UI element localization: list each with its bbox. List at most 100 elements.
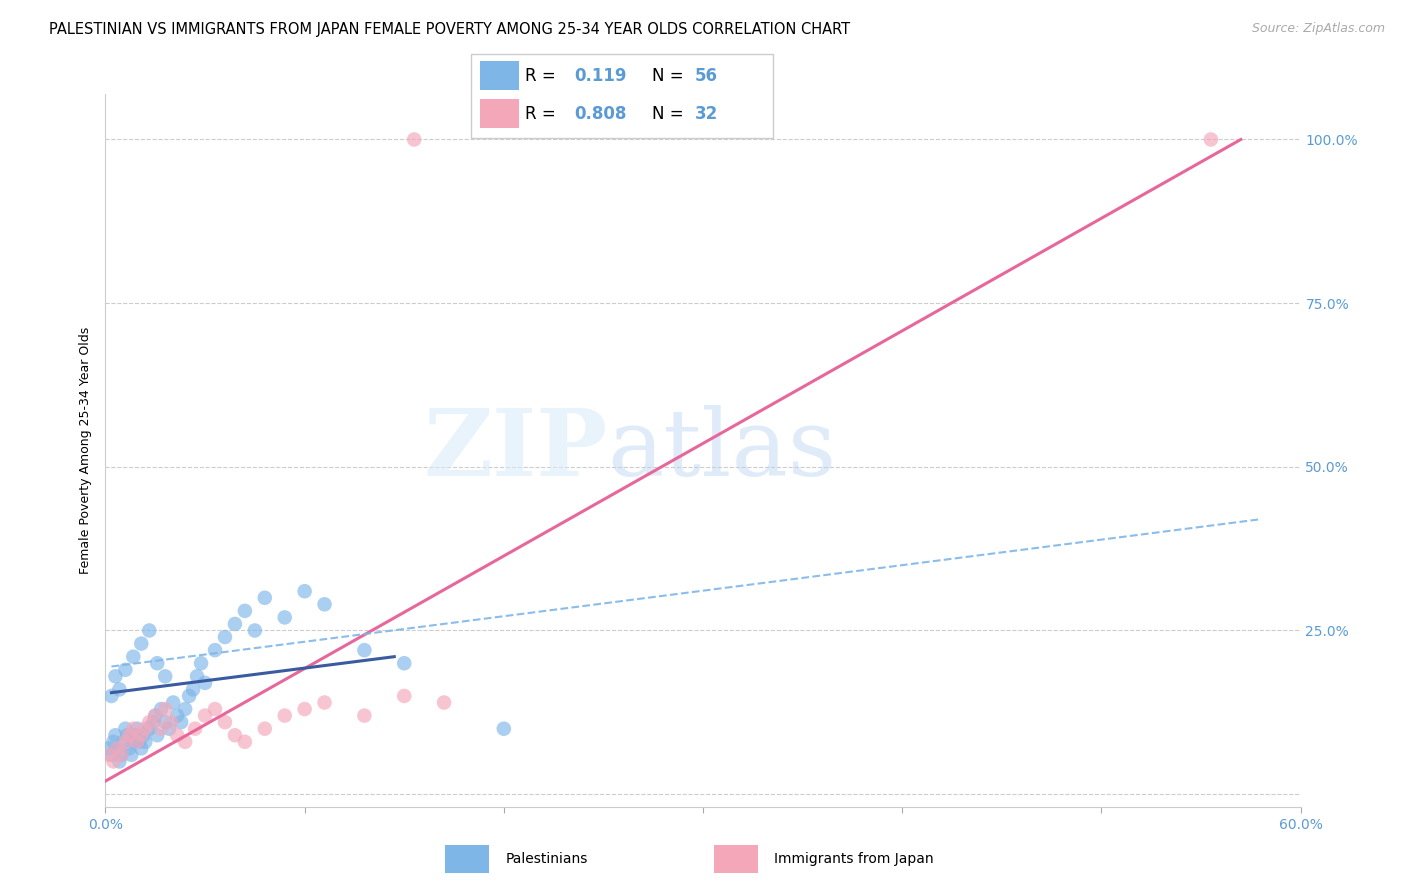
Point [118, 728, 141, 742]
Point [129, 637, 153, 651]
Point [392, 657, 416, 671]
Point [127, 722, 149, 736]
FancyBboxPatch shape [714, 845, 758, 872]
Point [142, 715, 165, 730]
Point [253, 722, 276, 736]
Text: N =: N = [652, 104, 689, 123]
Point [166, 708, 188, 723]
Text: Immigrants from Japan: Immigrants from Japan [775, 852, 934, 865]
Point [177, 689, 201, 703]
Point [134, 735, 156, 749]
Point [233, 735, 256, 749]
Point [273, 610, 295, 624]
Point [224, 728, 246, 742]
Point [107, 741, 129, 756]
Text: 56: 56 [695, 67, 717, 85]
Point [184, 722, 207, 736]
Point [181, 682, 204, 697]
Point [243, 624, 266, 638]
Point [103, 755, 125, 769]
Point [150, 702, 173, 716]
Point [190, 657, 212, 671]
Point [127, 735, 149, 749]
Text: 0.119: 0.119 [574, 67, 626, 85]
Point [114, 722, 136, 736]
Text: PALESTINIAN VS IMMIGRANTS FROM JAPAN FEMALE POVERTY AMONG 25-34 YEAR OLDS CORREL: PALESTINIAN VS IMMIGRANTS FROM JAPAN FEM… [49, 22, 851, 37]
Point [194, 708, 217, 723]
Point [104, 669, 127, 683]
Point [253, 591, 276, 605]
Point [170, 715, 193, 730]
Point [153, 715, 177, 730]
Point [1199, 132, 1222, 146]
Point [146, 657, 169, 671]
Point [214, 630, 236, 644]
Point [120, 747, 142, 762]
Point [138, 722, 160, 736]
Point [353, 708, 375, 723]
Point [103, 735, 125, 749]
Point [122, 722, 145, 736]
Text: R =: R = [526, 104, 561, 123]
Point [118, 741, 141, 756]
Point [132, 728, 155, 742]
Point [134, 722, 156, 736]
Point [98, 747, 121, 762]
Point [104, 728, 127, 742]
Point [128, 735, 150, 749]
Point [224, 616, 246, 631]
Point [204, 702, 226, 716]
Point [166, 728, 188, 742]
Text: 0.808: 0.808 [574, 104, 626, 123]
Point [108, 755, 131, 769]
Point [150, 722, 173, 736]
Point [108, 682, 131, 697]
FancyBboxPatch shape [479, 99, 519, 128]
Point [100, 747, 122, 762]
Point [353, 643, 375, 657]
Point [492, 722, 515, 736]
Text: atlas: atlas [607, 406, 837, 495]
Point [314, 696, 336, 710]
Text: N =: N = [652, 67, 689, 85]
Point [294, 584, 316, 599]
Point [314, 597, 336, 611]
Point [114, 663, 136, 677]
Point [117, 728, 139, 742]
Y-axis label: Female Poverty Among 25-34 Year Olds: Female Poverty Among 25-34 Year Olds [79, 326, 93, 574]
Point [110, 747, 132, 762]
FancyBboxPatch shape [471, 54, 773, 138]
Point [153, 702, 177, 716]
Point [138, 624, 160, 638]
Point [214, 715, 236, 730]
Point [174, 735, 197, 749]
Point [122, 735, 145, 749]
FancyBboxPatch shape [446, 845, 489, 872]
Text: R =: R = [526, 67, 561, 85]
Point [233, 604, 256, 618]
Point [194, 676, 217, 690]
Point [153, 669, 177, 683]
FancyBboxPatch shape [479, 62, 519, 90]
Point [174, 702, 197, 716]
Point [294, 702, 316, 716]
Text: 32: 32 [695, 104, 718, 123]
Point [162, 696, 184, 710]
Point [122, 649, 145, 664]
Point [112, 735, 135, 749]
Point [404, 132, 426, 146]
Point [204, 643, 226, 657]
Point [129, 728, 153, 742]
Text: Source: ZipAtlas.com: Source: ZipAtlas.com [1251, 22, 1385, 36]
Point [129, 741, 153, 756]
Point [100, 689, 122, 703]
Point [107, 741, 129, 756]
Point [143, 708, 166, 723]
Point [114, 735, 136, 749]
Point [138, 715, 160, 730]
Point [433, 696, 456, 710]
Text: Palestinians: Palestinians [506, 852, 588, 865]
Point [157, 722, 180, 736]
Text: ZIP: ZIP [423, 406, 607, 495]
Point [273, 708, 295, 723]
